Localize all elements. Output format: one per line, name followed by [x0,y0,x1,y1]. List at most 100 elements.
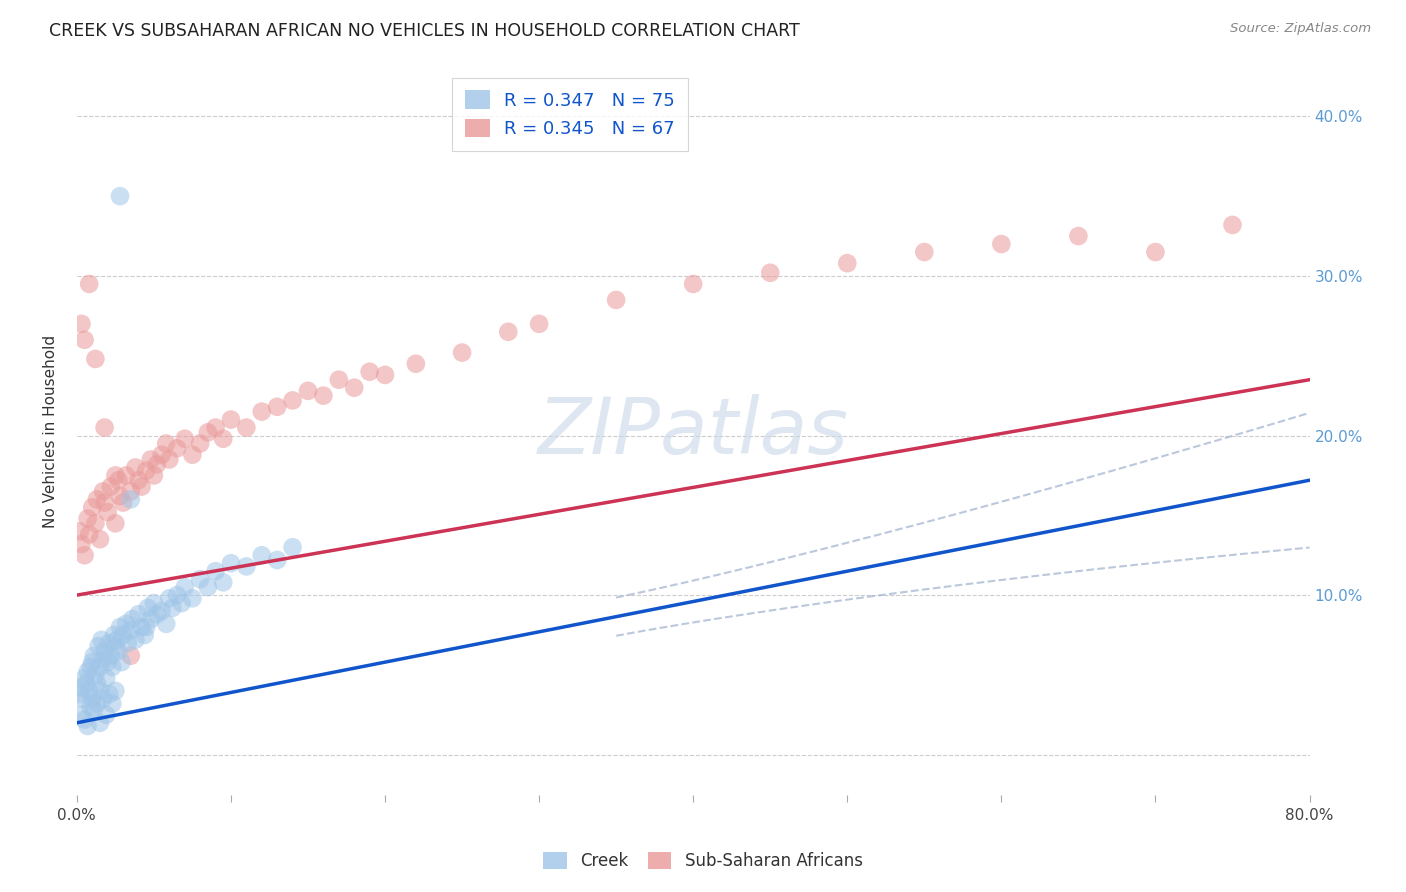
Point [343,381,366,395]
Point [97,655,120,669]
Point [80,699,103,714]
Point [86,697,108,711]
Point [89,684,111,698]
Point [146,607,169,622]
Point [77,277,100,291]
Point [124,632,146,647]
Point [235,420,257,434]
Point [108,620,131,634]
Point [250,548,273,562]
Point [166,588,188,602]
Point [76,719,98,733]
Point [990,237,1012,252]
Point [128,607,150,622]
Point [83,703,105,717]
Legend: Creek, Sub-Saharan Africans: Creek, Sub-Saharan Africans [537,845,869,877]
Point [250,404,273,418]
Point [115,468,138,483]
Point [84,351,107,366]
Point [150,604,173,618]
Point [84,516,107,531]
Point [112,495,135,509]
Point [82,691,104,706]
Point [188,436,211,450]
Point [155,616,177,631]
Point [527,317,550,331]
Point [70,681,93,695]
Point [1067,229,1090,244]
Point [89,533,111,547]
Point [188,572,211,586]
Point [107,644,129,658]
Point [97,505,120,519]
Point [120,624,142,638]
Point [219,412,242,426]
Point [89,660,111,674]
Point [72,691,94,706]
Point [98,687,121,701]
Point [70,537,93,551]
Point [87,639,110,653]
Point [93,644,115,658]
Point [312,389,335,403]
Point [121,612,143,626]
Point [94,707,117,722]
Point [91,691,114,706]
Point [120,484,142,499]
Point [82,500,104,515]
Point [70,317,93,331]
Point [90,632,112,647]
Point [605,293,627,307]
Point [83,648,105,663]
Point [131,480,153,494]
Point [91,652,114,666]
Point [115,616,138,631]
Point [281,541,304,555]
Point [204,420,226,434]
Point [135,620,157,634]
Point [105,632,128,647]
Text: Source: ZipAtlas.com: Source: ZipAtlas.com [1230,22,1371,36]
Point [166,442,188,456]
Point [136,600,159,615]
Point [73,671,96,685]
Point [682,277,704,291]
Point [120,492,142,507]
Point [104,639,127,653]
Point [266,400,288,414]
Point [128,473,150,487]
Point [142,468,165,483]
Point [77,527,100,541]
Point [162,600,184,615]
Point [108,189,131,203]
Point [112,628,135,642]
Point [374,368,396,382]
Point [173,432,195,446]
Point [405,357,427,371]
Point [197,425,219,440]
Point [86,492,108,507]
Point [139,452,162,467]
Legend: R = 0.347   N = 75, R = 0.345   N = 67: R = 0.347 N = 75, R = 0.345 N = 67 [453,78,688,151]
Point [93,420,115,434]
Point [110,655,132,669]
Point [173,580,195,594]
Point [328,373,350,387]
Point [101,660,124,674]
Point [75,676,97,690]
Point [93,495,115,509]
Point [101,697,124,711]
Point [139,612,162,626]
Point [91,484,114,499]
Point [155,436,177,450]
Point [157,591,180,606]
Point [212,575,235,590]
Point [100,480,122,494]
Point [197,580,219,594]
Point [94,671,117,685]
Point [281,393,304,408]
Point [82,655,104,669]
Point [266,553,288,567]
Point [76,511,98,525]
Point [912,245,935,260]
